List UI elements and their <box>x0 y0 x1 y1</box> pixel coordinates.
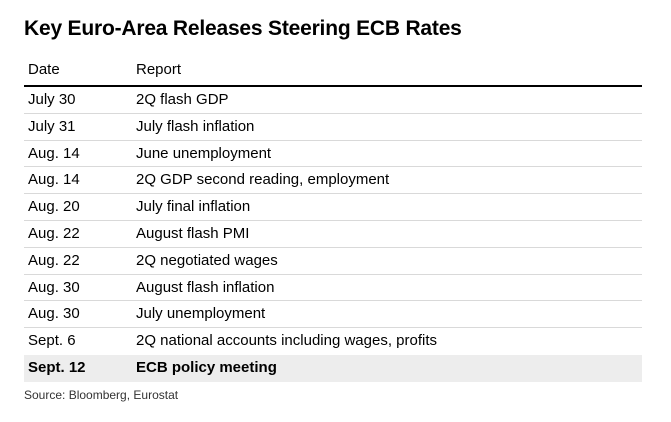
table-row: July 30 2Q flash GDP <box>24 87 642 114</box>
row-date: Sept. 12 <box>28 358 86 376</box>
table-row: Aug. 14 2Q GDP second reading, employmen… <box>24 167 642 195</box>
table-row: Sept. 6 2Q national accounts including w… <box>24 328 642 355</box>
table-row: Aug. 20 July final inflation <box>24 194 642 221</box>
table-row-highlighted: Sept. 12 ECB policy meeting <box>24 354 642 382</box>
row-report: 2Q negotiated wages <box>136 251 278 269</box>
row-report: 2Q GDP second reading, employment <box>136 171 390 189</box>
row-report: June unemployment <box>136 144 272 162</box>
row-report: July final inflation <box>136 198 251 216</box>
header-report: Report <box>136 61 182 78</box>
row-report: July flash inflation <box>136 117 255 135</box>
source-note: Source: Bloomberg, Eurostat <box>24 388 179 402</box>
table-row: July 31 July flash inflation <box>24 114 642 141</box>
table-row: Aug. 22 2Q negotiated wages <box>24 248 642 275</box>
table-row: Aug. 30 July unemployment <box>24 301 642 329</box>
row-date: Aug. 30 <box>28 278 80 296</box>
row-report: ECB policy meeting <box>136 358 277 376</box>
releases-table: Date Report July 30 2Q flash GDP July 31… <box>24 58 642 382</box>
row-date: July 31 <box>28 117 76 135</box>
row-report: August flash PMI <box>136 224 250 242</box>
row-date: Aug. 14 <box>28 144 80 162</box>
table-row: Aug. 14 June unemployment <box>24 141 642 168</box>
row-date: Aug. 22 <box>28 224 80 242</box>
row-date: Aug. 30 <box>28 305 80 323</box>
row-report: 2Q national accounts including wages, pr… <box>136 332 438 350</box>
row-report: August flash inflation <box>136 278 275 296</box>
table-header: Date Report <box>24 58 642 87</box>
header-date: Date <box>28 61 60 78</box>
page-title: Key Euro-Area Releases Steering ECB Rate… <box>24 17 462 40</box>
row-report: July unemployment <box>136 305 266 323</box>
table-row: Aug. 30 August flash inflation <box>24 275 642 302</box>
row-date: Sept. 6 <box>28 332 76 350</box>
table-row: Aug. 22 August flash PMI <box>24 221 642 248</box>
row-date: July 30 <box>28 91 76 108</box>
row-date: Aug. 14 <box>28 171 80 189</box>
row-date: Aug. 20 <box>28 198 80 216</box>
row-date: Aug. 22 <box>28 251 80 269</box>
row-report: 2Q flash GDP <box>136 91 229 108</box>
